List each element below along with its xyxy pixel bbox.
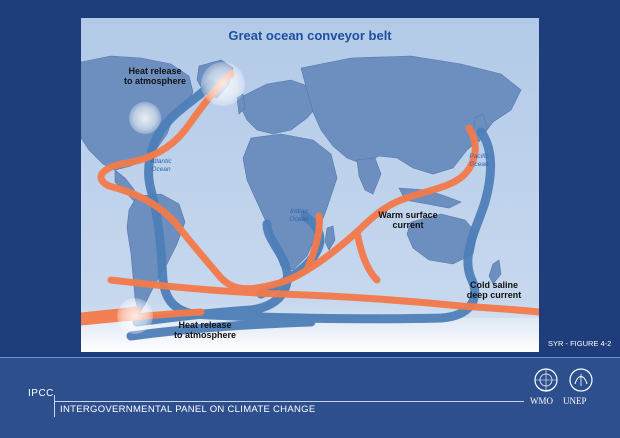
- ipcc-full-name: INTERGOVERNMENTAL PANEL ON CLIMATE CHANG…: [60, 404, 316, 415]
- india: [356, 157, 382, 195]
- diagram-title: Great ocean conveyor belt: [228, 28, 392, 43]
- label-warm-surface: Warm surface current: [378, 210, 438, 230]
- figure-reference: SYR - FIGURE 4-2: [548, 339, 612, 348]
- world-map: [81, 18, 539, 352]
- conveyor-belt-diagram: Great ocean conveyor belt Heat release t…: [81, 18, 539, 352]
- footer-band: [0, 357, 620, 438]
- ipcc-short-name: IPCC: [28, 388, 54, 399]
- footer-divider-horizontal: [54, 401, 524, 402]
- unep-logo-text: UNEP: [563, 396, 587, 406]
- footer-divider-vertical: [54, 395, 55, 417]
- africa: [242, 133, 338, 271]
- label-indian-ocean: Indian Ocean: [289, 208, 309, 223]
- label-heat-release-north: Heat release to atmosphere: [123, 66, 186, 86]
- footer-top-line: [0, 357, 620, 358]
- label-cold-deep: Cold saline deep current: [466, 280, 522, 300]
- label-heat-release-south: Heat release to atmosphere: [173, 320, 236, 340]
- madagascar: [324, 225, 336, 251]
- label-atlantic-ocean: Atlantic Ocean: [150, 158, 172, 173]
- new-zealand: [488, 259, 502, 285]
- label-pacific-ocean: Pacific Ocean: [469, 153, 489, 168]
- continents: [81, 55, 522, 315]
- heat-release-south-glow: [117, 298, 153, 334]
- asia: [300, 55, 522, 175]
- wmo-logo-text: WMO: [530, 396, 553, 406]
- europe: [240, 79, 320, 135]
- unep-logo-icon: [569, 368, 593, 392]
- heat-release-north-glow: [201, 62, 245, 106]
- warm-surface-current: [81, 70, 539, 326]
- australia: [406, 213, 478, 265]
- wmo-logo-icon: [534, 368, 558, 392]
- heat-release-northwest-glow: [129, 102, 161, 134]
